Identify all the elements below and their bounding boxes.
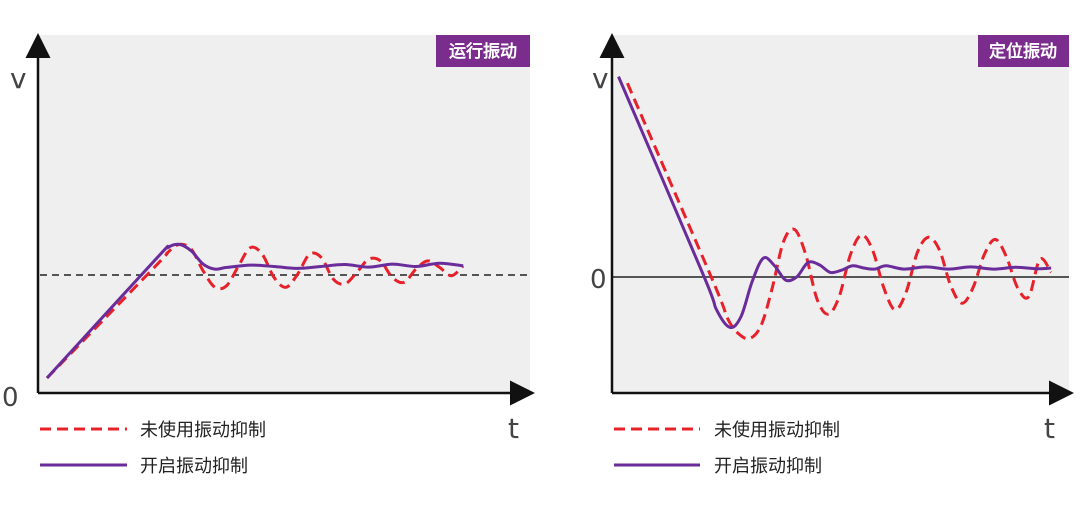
y-axis-label: v (10, 62, 27, 95)
chart-running-vibration: 运行振动 v 0 t 未使用振动抑制 开启振动抑制 (2, 33, 535, 477)
legend-label-dashed: 未使用振动抑制 (714, 420, 840, 441)
plot-background (38, 35, 530, 393)
title-badge-background (436, 35, 530, 67)
x-axis-label: t (508, 412, 519, 445)
y-origin-label: 0 (2, 383, 19, 413)
chart-positioning-vibration: 定位振动 v 0 t 未使用振动抑制 开启振动抑制 (590, 33, 1074, 477)
title-badge: 定位振动 (978, 35, 1069, 67)
title-badge: 运行振动 (436, 35, 530, 67)
series-group (45, 242, 465, 380)
y-axis-label: v (592, 62, 609, 95)
legend-label-dashed: 未使用振动抑制 (140, 420, 266, 441)
x-axis-label: t (1044, 412, 1055, 445)
title-badge-background (978, 35, 1069, 67)
chart-title: 定位振动 (989, 41, 1057, 62)
series-line-with-suppression (617, 76, 1052, 330)
y-zero-label: 0 (590, 265, 607, 295)
legend-label-solid: 开启振动抑制 (140, 456, 248, 477)
chart-title: 运行振动 (449, 41, 517, 62)
legend: 未使用振动抑制 开启振动抑制 (614, 420, 840, 477)
series-line-without-suppression (626, 82, 1053, 341)
series-group (617, 76, 1053, 341)
legend-label-solid: 开启振动抑制 (714, 456, 822, 477)
legend: 未使用振动抑制 开启振动抑制 (40, 420, 266, 477)
plot-background (612, 35, 1069, 393)
series-line-with-suppression (45, 242, 464, 380)
